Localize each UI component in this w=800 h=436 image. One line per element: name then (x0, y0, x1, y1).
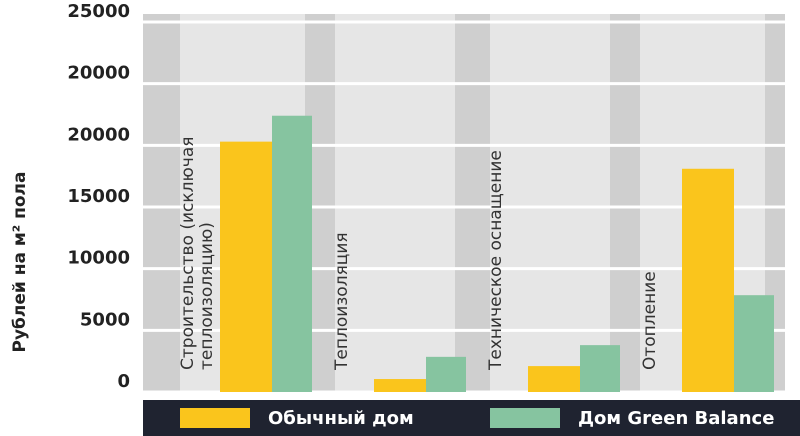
y-tick-label: 10000 (67, 248, 130, 269)
legend-swatch (490, 408, 560, 428)
category-label: Техническое оснащение (486, 150, 506, 370)
category-label: Строительство (исключая теплоизоляцию) (178, 136, 217, 371)
legend-label: Обычный дом (268, 408, 414, 429)
y-tick-label: 5000 (80, 309, 130, 330)
bar (220, 141, 272, 392)
legend-label: Дом Green Balance (578, 408, 774, 429)
bar (374, 379, 426, 392)
y-tick-label: 15000 (67, 186, 130, 207)
bar (426, 356, 466, 392)
bar (528, 366, 580, 392)
category-label: Теплоизоляция (332, 232, 352, 370)
y-tick-label: 25000 (67, 1, 130, 22)
bar (734, 295, 774, 392)
bar (682, 168, 734, 392)
bar (580, 345, 620, 392)
legend-background (143, 400, 800, 436)
plot-band (143, 14, 180, 392)
y-axis-title: Рублей на м² пола (10, 172, 30, 353)
legend-swatch (180, 408, 250, 428)
category-label: Отопление (640, 271, 660, 370)
plot-band (610, 14, 640, 392)
y-tick-label: 0 (117, 371, 130, 392)
y-tick-label: 20000 (67, 124, 130, 145)
plot-band (455, 14, 490, 392)
y-tick-label: 20000 (67, 63, 130, 84)
bar (272, 115, 312, 392)
